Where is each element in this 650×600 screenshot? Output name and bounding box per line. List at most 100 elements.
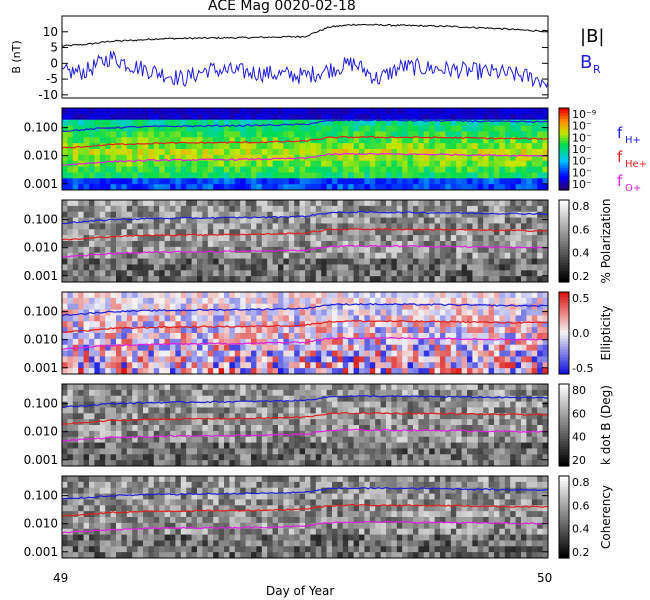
heatmap-cell bbox=[62, 430, 68, 438]
heatmap-cell bbox=[402, 229, 409, 236]
heatmap-cell bbox=[288, 241, 295, 248]
heatmap-cell bbox=[510, 241, 517, 248]
heatmap-cell bbox=[445, 166, 452, 174]
heatmap-cell bbox=[315, 149, 322, 156]
heatmap-cell bbox=[251, 338, 257, 346]
heatmap-cell bbox=[461, 113, 468, 121]
heatmap-cell bbox=[83, 241, 90, 248]
heatmap-cell bbox=[315, 205, 322, 213]
heatmap-cell bbox=[170, 160, 176, 168]
heatmap-cell bbox=[348, 108, 355, 115]
heatmap-cell bbox=[326, 401, 333, 409]
heatmap-cell bbox=[440, 252, 446, 260]
heatmap-cell bbox=[402, 362, 409, 369]
heatmap-cell bbox=[261, 184, 268, 190]
heatmap-cell bbox=[321, 205, 328, 213]
heatmap-cell bbox=[218, 454, 225, 461]
y-tick-label: 0.001 bbox=[24, 177, 58, 191]
heatmap-cell bbox=[62, 344, 68, 352]
heatmap-cell bbox=[332, 448, 338, 455]
heatmap-cell bbox=[186, 401, 193, 409]
heatmap-cell bbox=[153, 166, 160, 174]
heatmap-cell bbox=[191, 166, 198, 174]
colorbar-cell bbox=[559, 149, 569, 153]
heatmap-cell bbox=[278, 241, 284, 248]
heatmap-cell bbox=[326, 154, 333, 162]
heatmap-cell bbox=[213, 184, 220, 190]
heatmap-cell bbox=[224, 321, 230, 328]
heatmap-cell bbox=[407, 321, 414, 328]
heatmap-cell bbox=[121, 143, 128, 150]
heatmap-cell bbox=[278, 350, 284, 358]
heatmap-cell bbox=[224, 344, 230, 352]
heatmap-cell bbox=[537, 143, 544, 150]
heatmap-cell bbox=[332, 217, 338, 225]
heatmap-cell bbox=[521, 264, 527, 271]
heatmap-cell bbox=[78, 241, 85, 248]
heatmap-cell bbox=[342, 160, 349, 168]
heatmap-cell bbox=[450, 460, 457, 466]
heatmap-cell bbox=[359, 160, 365, 168]
heatmap-cell bbox=[180, 205, 187, 213]
heatmap-cell bbox=[137, 309, 144, 317]
heatmap-cell bbox=[353, 368, 360, 374]
heatmap-cell bbox=[467, 297, 473, 305]
heatmap-cell bbox=[245, 327, 252, 334]
heatmap-cell bbox=[375, 217, 382, 225]
heatmap-cell bbox=[369, 211, 376, 219]
heatmap-cell bbox=[202, 315, 209, 322]
heatmap-cell bbox=[305, 252, 311, 260]
heatmap-cell bbox=[359, 344, 365, 352]
heatmap-cell bbox=[170, 235, 176, 242]
heatmap-cell bbox=[418, 211, 425, 219]
heatmap-cell bbox=[299, 303, 306, 311]
heatmap-cell bbox=[78, 235, 85, 242]
heatmap-cell bbox=[278, 258, 284, 266]
heatmap-cell bbox=[521, 200, 527, 207]
heatmap-cell bbox=[272, 229, 279, 236]
heatmap-cell bbox=[143, 172, 149, 179]
heatmap-cell bbox=[305, 333, 311, 340]
heatmap-cell bbox=[418, 356, 425, 363]
heatmap-cell bbox=[143, 333, 149, 340]
heatmap-cell bbox=[94, 448, 101, 455]
heatmap-cell bbox=[305, 297, 311, 305]
heatmap-cell bbox=[143, 454, 149, 461]
heatmap-cell bbox=[83, 223, 90, 230]
heatmap-cell bbox=[224, 125, 230, 133]
heatmap-cell bbox=[450, 333, 457, 340]
heatmap-cell bbox=[423, 389, 430, 397]
heatmap-cell bbox=[467, 258, 473, 266]
heatmap-cell bbox=[429, 113, 436, 121]
heatmap-cell bbox=[110, 149, 117, 156]
heatmap-cell bbox=[143, 270, 149, 277]
heatmap-cell bbox=[153, 223, 160, 230]
heatmap-cell bbox=[240, 356, 247, 363]
heatmap-cell bbox=[267, 356, 274, 363]
heatmap-cell bbox=[137, 154, 144, 162]
heatmap-cell bbox=[418, 172, 425, 179]
heatmap-cell bbox=[310, 125, 317, 133]
heatmap-cell bbox=[256, 154, 263, 162]
heatmap-cell bbox=[440, 368, 446, 374]
heatmap-cell bbox=[67, 108, 74, 115]
heatmap-cell bbox=[288, 113, 295, 121]
heatmap-cell bbox=[99, 297, 106, 305]
heatmap-cell bbox=[267, 154, 274, 162]
heatmap-cell bbox=[170, 309, 176, 317]
heatmap-cell bbox=[461, 356, 468, 363]
heatmap-cell bbox=[483, 362, 490, 369]
heatmap-cell bbox=[450, 184, 457, 190]
heatmap-cell bbox=[499, 149, 506, 156]
heatmap-cell bbox=[353, 413, 360, 420]
heatmap-cell bbox=[110, 235, 117, 242]
colorbar-cell bbox=[559, 257, 569, 261]
heatmap-cell bbox=[402, 137, 409, 144]
heatmap-cell bbox=[375, 235, 382, 242]
heatmap-cell bbox=[423, 276, 430, 282]
heatmap-cell bbox=[288, 333, 295, 340]
heatmap-cell bbox=[434, 460, 441, 466]
heatmap-cell bbox=[526, 211, 533, 219]
heatmap-cell bbox=[434, 454, 441, 461]
heatmap-cell bbox=[531, 217, 538, 225]
